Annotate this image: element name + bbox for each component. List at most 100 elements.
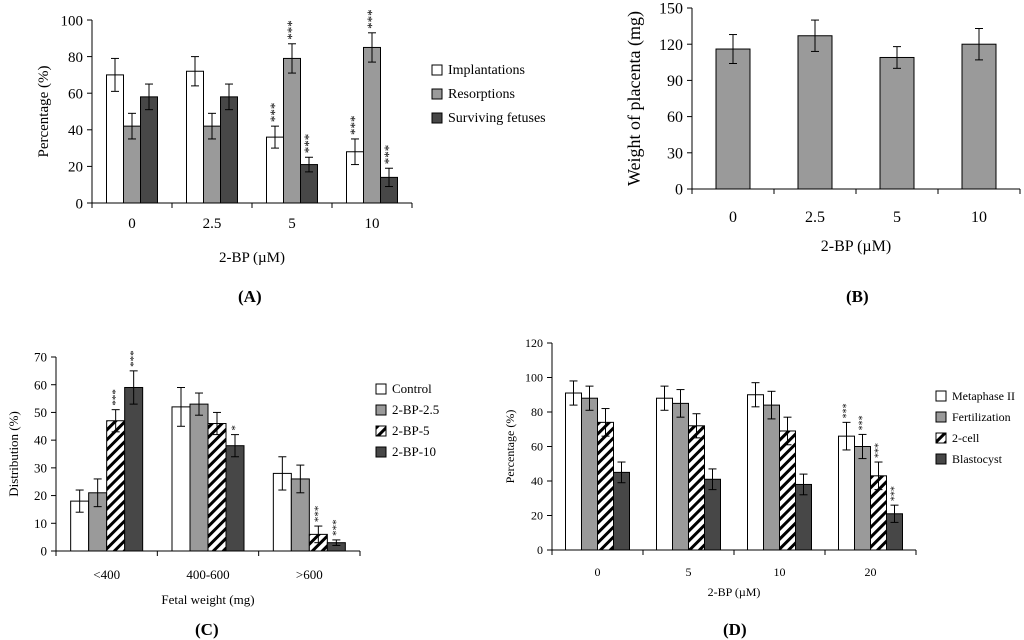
panel-c-y-tick-label: 30 (34, 460, 47, 475)
panel-c-legend-label: Control (392, 381, 432, 396)
panel-a-legend-label: Surviving fetuses (448, 111, 546, 126)
panel-b-bar (879, 56, 915, 190)
panel-d-bar (581, 397, 598, 551)
panel-b-x-axis-title: 2-BP (µM) (821, 238, 891, 255)
panel-a-category-label: 0 (128, 216, 136, 232)
panel-a-bar (106, 74, 124, 204)
panel-d-bar (613, 471, 630, 551)
panel-a-significance-mark: *** (284, 20, 299, 40)
panel-a-bar (140, 96, 158, 204)
panel-d-y-tick-label: 100 (525, 371, 543, 385)
panel-c-y-tick-label: 60 (34, 377, 47, 392)
panel-d-chart: 0 20 40 60 80 100 120 0 5 10 20 *** *** *** *** 2-BP (µ… (503, 336, 1015, 599)
panel-b-y-tick-label: 90 (667, 73, 683, 90)
panel-d-bar (854, 446, 871, 551)
panel-a-y-tick-label: 80 (68, 50, 83, 66)
panel-d-legend: Metaphase II Fertilization 2-cell Blastocys… (935, 389, 1015, 466)
panel-d-x-axis-title: 2-BP (µM) (708, 585, 761, 599)
panel-d-bar (688, 425, 705, 551)
panel-a-significance-mark: *** (301, 134, 316, 154)
panel-a-y-tick-label: 60 (68, 86, 83, 102)
panel-b-bar (961, 43, 997, 190)
panel-a-category-label: 10 (365, 216, 380, 232)
panel-d-y-tick-label: 0 (537, 543, 543, 557)
panel-c-legend-swatch (375, 404, 387, 416)
panel-d-bar (779, 430, 796, 551)
panel-a-significance-mark: *** (364, 9, 379, 29)
panel-d-significance-mark: *** (842, 403, 853, 418)
panel-d-significance-mark: *** (890, 486, 901, 501)
panel-d-legend-swatch (935, 390, 947, 402)
panel-c-significance-mark: * (229, 425, 241, 431)
panel-b-label: (B) (846, 287, 869, 306)
panel-c-y-axis-title: Distribution (%) (6, 411, 21, 497)
panel-a-bar (186, 70, 204, 204)
panel-a-legend-swatch (431, 88, 443, 100)
panel-a-chart: 0 20 40 60 80 100 0 2.5 5 10 *** *** *** *** *** *** 2-B… (36, 9, 546, 266)
panel-a-y-tick-label: 0 (76, 196, 84, 212)
panel-c-y-tick-label: 70 (34, 350, 47, 365)
panel-a-label: (A) (238, 287, 262, 306)
panel-b-y-axis-title: Weight of placenta (mg) (624, 11, 645, 186)
panel-b-bar (715, 48, 751, 190)
panel-a-bar (220, 96, 238, 204)
panel-d-y-tick-label: 80 (531, 405, 543, 419)
panel-c-bar (124, 386, 144, 552)
panel-a-category-label: 2.5 (203, 216, 222, 232)
panel-d-category-label: 10 (774, 565, 786, 579)
panel-d-legend-label: Blastocyst (952, 452, 1003, 466)
panel-c-label: (C) (195, 620, 219, 639)
panel-d-y-axis-title: Percentage (%) (503, 410, 517, 484)
panel-a-x-axis-title: 2-BP (µM) (219, 250, 285, 266)
panel-a-y-axis-title: Percentage (%) (36, 65, 52, 157)
panel-c-y-tick-label: 50 (34, 405, 47, 420)
panel-a-legend-swatch (431, 64, 443, 76)
panel-d-label: (D) (723, 620, 747, 639)
panel-d-legend-label: 2-cell (952, 431, 980, 445)
panel-c-bar (189, 403, 209, 552)
panel-a-significance-mark: *** (347, 115, 362, 135)
panel-a-legend-swatch (431, 112, 443, 124)
panel-a-bar (283, 57, 301, 204)
panel-d-legend-swatch (935, 432, 947, 444)
panel-b-y-tick-label: 120 (659, 37, 683, 54)
panel-c-significance-mark: *** (110, 389, 122, 406)
panel-b-y-tick-label: 30 (667, 145, 683, 162)
panel-d-bar (565, 392, 582, 551)
panel-c-legend-swatch (375, 425, 387, 437)
panel-c-y-tick-label: 10 (34, 516, 47, 531)
panel-a-significance-mark: *** (381, 145, 396, 165)
panel-a-legend: Implantations Resorptions Surviving fetuse… (431, 63, 546, 126)
panel-d-y-tick-label: 20 (531, 509, 543, 523)
panel-c-legend-label: 2-BP-5 (392, 423, 430, 438)
panel-b-y-tick-label: 0 (675, 182, 683, 199)
panel-d-significance-mark: *** (858, 415, 869, 430)
panel-c-significance-mark: *** (331, 519, 343, 536)
panel-a-significance-mark: *** (267, 103, 282, 123)
panel-d-bar (747, 394, 764, 551)
panel-d-legend-label: Fertilization (952, 410, 1011, 424)
panel-c-category-label: <400 (93, 567, 120, 582)
panel-d-bar (838, 435, 855, 551)
panel-b-category-label: 10 (971, 209, 987, 226)
panel-b-y-tick-label: 60 (667, 109, 683, 126)
panel-c-significance-mark: *** (313, 506, 325, 523)
panel-d-category-label: 5 (686, 565, 692, 579)
panel-c-legend-label: 2-BP-2.5 (392, 402, 439, 417)
panel-d-y-tick-label: 60 (531, 440, 543, 454)
panel-b-category-label: 5 (893, 209, 901, 226)
panel-c-bar (207, 423, 227, 552)
panel-c-y-tick-label: 0 (41, 544, 48, 559)
panel-d-bar (763, 404, 780, 551)
panel-c-legend-label: 2-BP-10 (392, 444, 436, 459)
panel-d-category-label: 20 (865, 565, 877, 579)
panel-d-bar (672, 402, 689, 551)
panel-c-bar (106, 420, 126, 552)
panel-c-significance-mark: *** (128, 350, 140, 367)
panel-a-category-label: 5 (288, 216, 296, 232)
panel-c-bar (225, 445, 245, 552)
panel-d-category-label: 0 (595, 565, 601, 579)
panel-d-legend-swatch (935, 453, 947, 465)
panel-c-y-tick-label: 20 (34, 488, 47, 503)
